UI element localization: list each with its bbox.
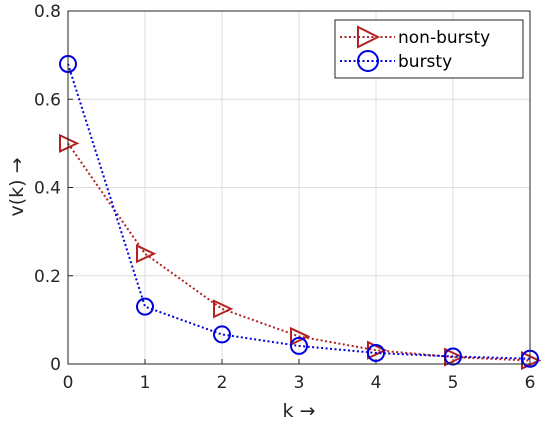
data-point-bursty (290, 336, 308, 355)
data-series (59, 54, 542, 371)
plot-area-frame (67, 10, 531, 365)
y-tick-label: 0.6 (34, 90, 61, 110)
legend: non-bursty bursty (334, 19, 524, 79)
legend-label-non-bursty: non-bursty (398, 28, 490, 48)
x-tick-label: 3 (294, 373, 305, 393)
data-point-bursty (136, 297, 154, 316)
series-line-bursty (67, 63, 531, 360)
x-tick-label: 4 (371, 373, 382, 393)
legend-marker-bursty-circle-icon (357, 50, 379, 72)
y-tick-label: 0.4 (34, 179, 61, 199)
axis-ticks: 0 1 2 3 4 5 6 0 0.2 0.4 0.6 0.8 (34, 2, 535, 393)
data-point-bursty (213, 325, 231, 344)
x-tick-label: 0 (63, 373, 74, 393)
x-axis-label: k → (283, 400, 316, 422)
y-axis-label: v(k) → (6, 157, 28, 216)
y-tick-label: 0 (50, 355, 61, 375)
series-line-non-bursty (67, 142, 531, 362)
legend-label-bursty: bursty (398, 52, 452, 72)
legend-marker-non-bursty-triangle-icon (357, 25, 381, 49)
y-tick-label: 0.2 (34, 267, 61, 287)
legend-box (334, 19, 524, 79)
x-tick-label: 6 (525, 373, 536, 393)
x-tick-label: 5 (448, 373, 459, 393)
data-point-bursty (367, 343, 385, 362)
x-tick-label: 1 (140, 373, 151, 393)
y-tick-label: 0.8 (34, 2, 61, 22)
data-point-non-bursty (290, 326, 311, 346)
data-point-non-bursty (136, 244, 157, 264)
data-point-non-bursty (213, 299, 234, 319)
x-tick-label: 2 (217, 373, 228, 393)
